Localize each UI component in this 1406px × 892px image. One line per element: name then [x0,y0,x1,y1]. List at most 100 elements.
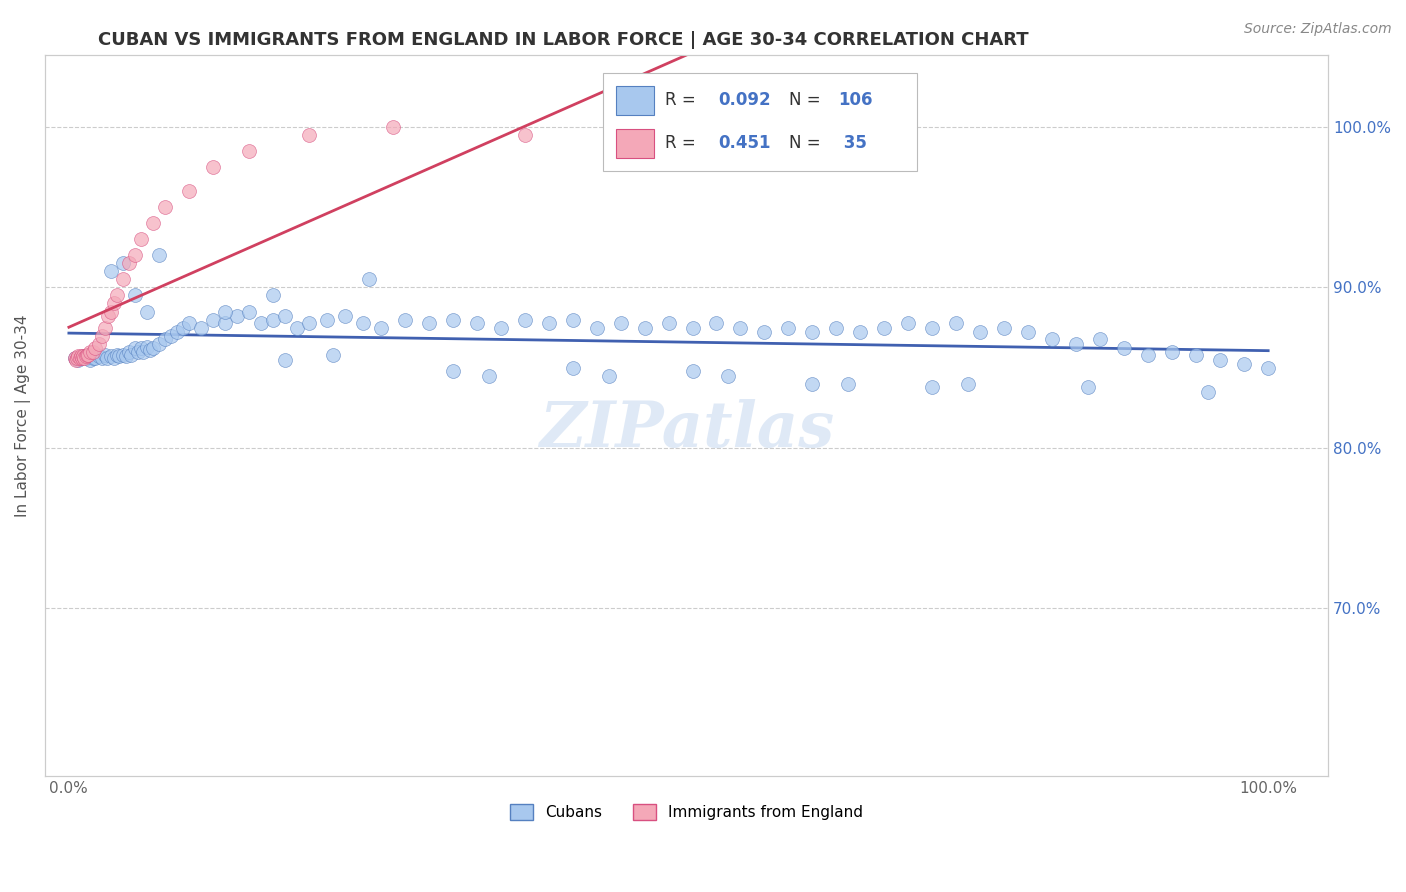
Bar [616,128,654,158]
Point [132,344,155,359]
Point [418,316,440,330]
Point [274,310,297,324]
Point [148,248,170,262]
Point [100,304,122,318]
Point [153,200,176,214]
Point [1114,342,1136,356]
Bar [616,86,654,115]
Point [111,348,134,362]
Point [441,364,464,378]
Point [1197,384,1219,399]
Point [837,376,859,391]
Point [537,316,560,330]
Point [118,256,141,270]
Point [333,310,356,324]
Point [82,351,104,365]
Point [1233,358,1256,372]
Text: 0.092: 0.092 [718,91,772,110]
Point [238,145,260,159]
Point [238,304,260,318]
Point [94,320,117,334]
Point [249,316,271,330]
Point [945,316,967,330]
Point [139,343,162,357]
Point [153,332,176,346]
Point [357,272,380,286]
Point [214,304,236,318]
Point [67,352,90,367]
Point [285,320,308,334]
Point [298,316,321,330]
Point [717,368,740,383]
Point [84,351,107,365]
Point [97,310,120,324]
Point [94,348,117,362]
Point [103,351,125,365]
Point [1077,380,1099,394]
Legend: Cubans, Immigrants from England: Cubans, Immigrants from England [503,798,869,826]
Point [124,288,146,302]
Point [177,316,200,330]
Point [72,350,94,364]
Point [1017,326,1039,340]
Point [298,128,321,143]
Point [657,316,679,330]
Point [67,350,90,364]
Point [561,312,583,326]
Point [100,264,122,278]
Point [585,320,607,334]
Point [111,272,134,286]
Point [1137,348,1160,362]
Point [66,351,89,365]
Point [598,368,620,383]
Point [79,344,101,359]
Point [873,320,896,334]
Point [111,256,134,270]
Point [201,312,224,326]
Point [1090,332,1112,346]
Point [129,232,152,246]
Point [124,248,146,262]
Point [120,348,142,362]
Point [91,351,114,365]
Point [730,320,752,334]
Point [921,320,943,334]
Point [76,348,98,362]
Text: R =: R = [665,91,700,110]
Point [159,328,181,343]
Point [214,316,236,330]
Text: Source: ZipAtlas.com: Source: ZipAtlas.com [1244,22,1392,37]
Point [225,310,247,324]
Point [105,348,128,362]
Point [478,368,501,383]
Point [315,312,337,326]
Point [108,350,131,364]
Point [897,316,920,330]
Point [849,326,872,340]
Point [609,316,631,330]
Point [754,326,776,340]
Point [148,336,170,351]
Point [72,350,94,364]
Point [115,350,138,364]
Point [825,320,848,334]
Point [105,288,128,302]
Point [79,352,101,367]
Point [96,351,118,365]
Point [993,320,1015,334]
Text: CUBAN VS IMMIGRANTS FROM ENGLAND IN LABOR FORCE | AGE 30-34 CORRELATION CHART: CUBAN VS IMMIGRANTS FROM ENGLAND IN LABO… [98,31,1029,49]
Point [65,352,87,367]
Text: 35: 35 [838,135,868,153]
Point [682,320,704,334]
Point [77,348,100,362]
Point [489,320,512,334]
Point [778,128,800,143]
Point [262,288,284,302]
Point [957,376,980,391]
Point [706,316,728,330]
Point [441,312,464,326]
Point [142,216,165,230]
Point [69,351,91,365]
Point [465,316,488,330]
Point [513,128,536,143]
